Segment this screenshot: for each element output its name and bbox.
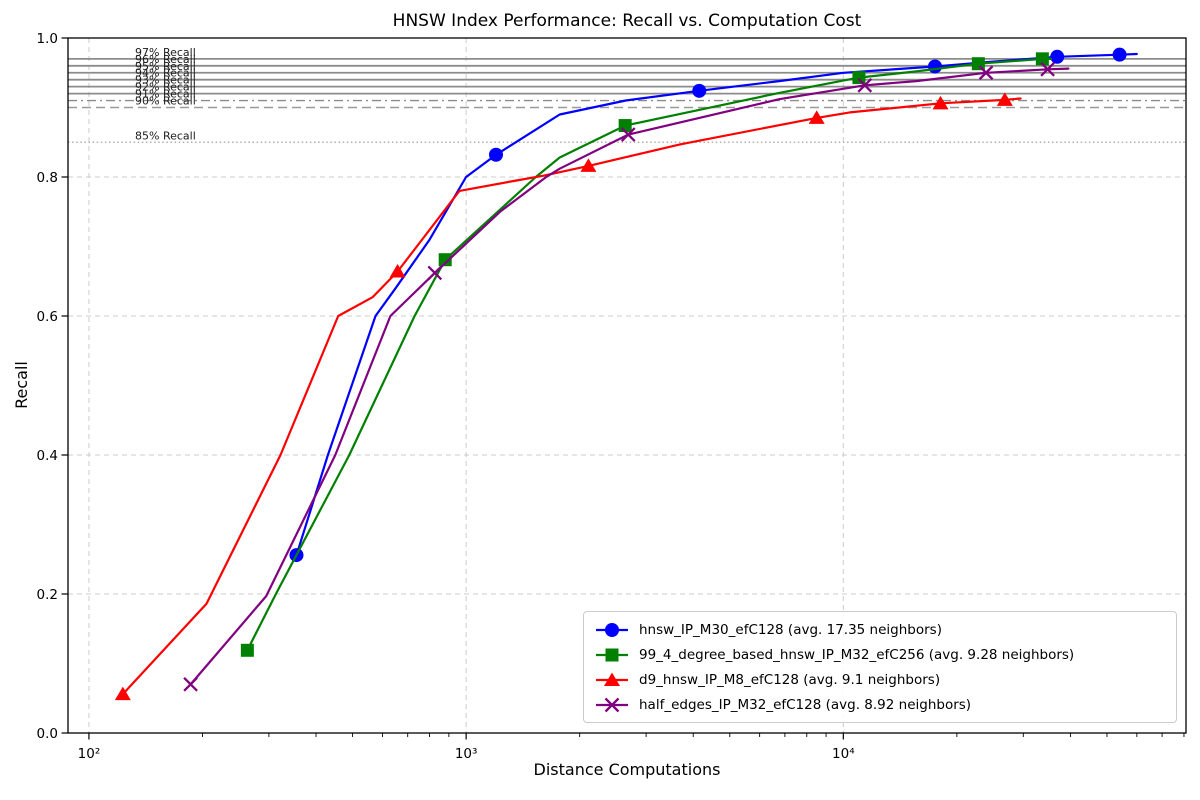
svg-text:0.8: 0.8 bbox=[37, 170, 58, 186]
svg-text:91% Recall: 91% Recall bbox=[135, 88, 196, 101]
svg-text:90% Recall: 90% Recall bbox=[135, 95, 196, 108]
legend-label: half_edges_IP_M32_efC128 (avg. 8.92 neig… bbox=[639, 696, 972, 713]
svg-text:0.2: 0.2 bbox=[37, 587, 58, 603]
legend-item: d9_hnsw_IP_M8_efC128 (avg. 9.1 neighbors… bbox=[584, 667, 1176, 692]
svg-text:10²: 10² bbox=[78, 746, 101, 762]
svg-text:10⁴: 10⁴ bbox=[832, 746, 855, 762]
legend-item: half_edges_IP_M32_efC128 (avg. 8.92 neig… bbox=[584, 692, 1176, 717]
svg-text:95% Recall: 95% Recall bbox=[135, 60, 196, 73]
chart-title: HNSW Index Performance: Recall vs. Compu… bbox=[392, 11, 862, 31]
legend-swatch bbox=[596, 697, 628, 712]
x-axis-label: Distance Computations bbox=[533, 760, 721, 779]
svg-text:1.0: 1.0 bbox=[37, 31, 58, 47]
legend-swatch bbox=[596, 622, 628, 637]
legend-swatch bbox=[596, 672, 628, 686]
legend: hnsw_IP_M30_efC128 (avg. 17.35 neighbors… bbox=[583, 611, 1177, 723]
svg-text:94% Recall: 94% Recall bbox=[135, 67, 196, 80]
legend-label: d9_hnsw_IP_M8_efC128 (avg. 9.1 neighbors… bbox=[639, 671, 941, 688]
legend-swatch bbox=[596, 648, 628, 661]
svg-text:85% Recall: 85% Recall bbox=[135, 129, 196, 142]
legend-label: hnsw_IP_M30_efC128 (avg. 17.35 neighbors… bbox=[639, 621, 942, 638]
svg-text:96% Recall: 96% Recall bbox=[135, 53, 196, 66]
svg-text:10³: 10³ bbox=[455, 746, 478, 762]
legend-item: 99_4_degree_based_hnsw_IP_M32_efC256 (av… bbox=[584, 642, 1176, 667]
svg-text:97% Recall: 97% Recall bbox=[135, 46, 196, 59]
svg-text:0.0: 0.0 bbox=[37, 726, 58, 742]
legend-item: hnsw_IP_M30_efC128 (avg. 17.35 neighbors… bbox=[584, 617, 1176, 642]
svg-text:93% Recall: 93% Recall bbox=[135, 74, 196, 87]
legend-label: 99_4_degree_based_hnsw_IP_M32_efC256 (av… bbox=[639, 646, 1075, 663]
svg-text:0.6: 0.6 bbox=[37, 309, 58, 325]
svg-text:0.4: 0.4 bbox=[37, 448, 58, 464]
svg-text:92% Recall: 92% Recall bbox=[135, 81, 196, 94]
y-axis-label: Recall bbox=[12, 361, 31, 409]
